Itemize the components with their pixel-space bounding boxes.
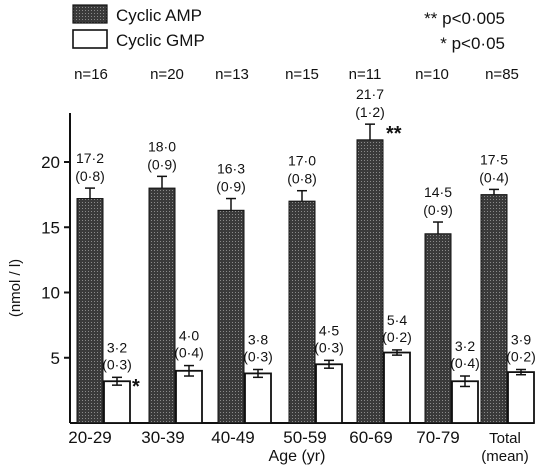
legend: Cyclic AMP Cyclic GMP <box>72 4 205 50</box>
n-label: n=85 <box>485 66 519 83</box>
significance-key: ** p<0·005 * p<0·05 <box>424 9 505 53</box>
y-ticks: 5 10 15 20 <box>41 153 70 368</box>
x-tick-sublabel: (mean) <box>481 448 529 465</box>
n-labels: n=16 n=20 n=13 n=15 n=11 n=10 n=85 <box>74 66 519 83</box>
data-label-amp-value: 18·0 <box>148 138 176 154</box>
data-label-gmp-value: 3·9 <box>511 331 531 347</box>
legend-swatch-gmp <box>72 29 108 49</box>
legend-label-amp: Cyclic AMP <box>116 6 202 25</box>
data-label-amp-value: 17·2 <box>76 150 104 166</box>
bar-cyclic-amp <box>217 209 245 424</box>
data-label-gmp-error: (0·2) <box>382 329 412 345</box>
bar-cyclic-gmp <box>103 380 131 424</box>
significance-line-1: ** p<0·005 <box>424 9 505 28</box>
x-tick-label: 30-39 <box>141 428 184 447</box>
x-axis-label: Age (yr) <box>269 448 326 465</box>
data-label-gmp-error: (0·4) <box>450 355 480 371</box>
legend-swatch-amp <box>72 4 108 24</box>
x-tick-label: 70-79 <box>416 428 459 447</box>
y-tick-label: 5 <box>51 349 60 368</box>
bar-cyclic-gmp <box>315 363 343 424</box>
legend-label-gmp: Cyclic GMP <box>116 31 205 50</box>
y-tick-label: 10 <box>41 284 60 303</box>
data-label-amp-error: (0·9) <box>147 156 177 172</box>
bar-cyclic-amp <box>76 198 104 424</box>
bars: 17·2(0·8)3·2(0·3)*18·0(0·9)4·0(0·4)16·3(… <box>75 86 536 424</box>
data-label-amp-value: 21·7 <box>356 86 384 102</box>
n-label: n=10 <box>415 66 449 83</box>
data-label-gmp-value: 4·0 <box>179 328 199 344</box>
data-label-gmp-value: 5·4 <box>387 312 407 328</box>
y-axis-label: (nmol / l) <box>7 259 24 317</box>
bar-cyclic-gmp <box>451 380 479 424</box>
data-label-gmp-error: (0·3) <box>243 348 273 364</box>
data-label-gmp-value: 4·5 <box>319 322 339 338</box>
bar-cyclic-gmp <box>244 372 272 424</box>
data-label-amp-error: (1·2) <box>355 104 385 120</box>
bar-cyclic-amp <box>356 139 384 424</box>
y-tick-label: 20 <box>41 153 60 172</box>
x-tick-label: 50-59 <box>283 428 326 447</box>
data-label-amp-error: (0·9) <box>216 179 246 195</box>
x-tick-label: 40-49 <box>211 428 254 447</box>
n-label: n=15 <box>285 66 319 83</box>
bar-cyclic-gmp <box>175 369 203 424</box>
data-label-amp-value: 14·5 <box>424 184 452 200</box>
bar-cyclic-amp <box>148 187 176 424</box>
n-label: n=20 <box>150 66 184 83</box>
data-label-gmp-error: (0·3) <box>314 339 344 355</box>
bar-cyclic-gmp <box>383 351 411 424</box>
data-label-amp-error: (0·8) <box>287 171 317 187</box>
data-label-gmp-error: (0·3) <box>102 356 132 372</box>
n-label: n=16 <box>74 66 108 83</box>
data-label-amp-value: 16·3 <box>217 161 245 177</box>
data-label-amp-error: (0·9) <box>423 202 453 218</box>
x-tick-labels: 20-29 30-39 40-49 50-59 60-69 70-79 Tota… <box>68 428 529 465</box>
data-label-gmp-value: 3·8 <box>248 331 268 347</box>
n-label: n=11 <box>349 66 382 83</box>
significance-marker-gmp: * <box>132 376 140 398</box>
bar-cyclic-amp <box>288 200 316 424</box>
bar-cyclic-gmp <box>507 371 535 424</box>
x-tick-label: 20-29 <box>68 428 111 447</box>
data-label-gmp-error: (0·2) <box>506 348 536 364</box>
data-label-gmp-error: (0·4) <box>174 345 204 361</box>
data-label-gmp-value: 3·2 <box>107 339 127 355</box>
data-label-amp-value: 17·5 <box>480 151 508 167</box>
significance-marker-amp: ** <box>386 123 402 145</box>
significance-line-2: * p<0·05 <box>440 34 505 53</box>
n-label: n=13 <box>215 66 249 83</box>
data-label-amp-error: (0·4) <box>479 169 509 185</box>
bar-cyclic-amp <box>480 194 508 424</box>
y-tick-label: 15 <box>41 218 60 237</box>
bar-cyclic-amp <box>424 233 452 424</box>
x-tick-label: Total <box>489 430 521 447</box>
x-tick-label: 60-69 <box>349 428 392 447</box>
data-label-amp-error: (0·8) <box>75 168 105 184</box>
data-label-gmp-value: 3·2 <box>455 338 475 354</box>
data-label-amp-value: 17·0 <box>288 153 316 169</box>
